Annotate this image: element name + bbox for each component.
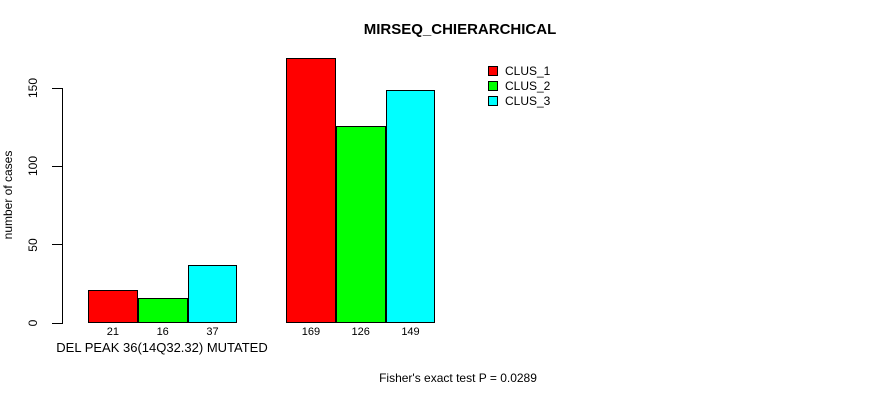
legend-item-clus-2: CLUS_2 bbox=[488, 79, 551, 93]
legend-swatch-clus-3 bbox=[488, 96, 498, 106]
legend-item-clus-3: CLUS_3 bbox=[488, 94, 551, 108]
y-tick-label-0: 0 bbox=[26, 319, 40, 327]
bar-clus_1-group-2 bbox=[286, 58, 336, 323]
legend-swatch-clus-1 bbox=[488, 66, 498, 76]
bar-value-label-clus_1-group-1: 21 bbox=[106, 326, 120, 338]
bar-value-label-clus_2-group-1: 16 bbox=[156, 326, 169, 338]
y-axis-line bbox=[62, 88, 63, 324]
legend-item-clus-1: CLUS_1 bbox=[488, 64, 551, 78]
y-tick-label-100: 100 bbox=[26, 156, 40, 177]
legend-swatch-clus-2 bbox=[488, 81, 498, 91]
bar-clus_1-group-1 bbox=[88, 290, 138, 323]
y-axis-title: number of cases bbox=[1, 150, 15, 240]
legend: CLUS_1 CLUS_2 CLUS_3 bbox=[488, 64, 551, 111]
chart-title: MIRSEQ_CHIERARCHICAL bbox=[363, 21, 557, 38]
y-tick-label-150: 150 bbox=[26, 77, 40, 99]
bar-clus_2-group-2 bbox=[335, 125, 386, 323]
bar-value-label-clus_2-group-2: 126 bbox=[351, 326, 370, 338]
bar-value-label-clus_3-group-2: 149 bbox=[401, 326, 420, 338]
legend-label-clus-3: CLUS_3 bbox=[505, 94, 551, 108]
bar-value-label-clus_1-group-2: 169 bbox=[301, 326, 321, 338]
y-tick-label-50: 50 bbox=[26, 237, 40, 252]
legend-label-clus-1: CLUS_1 bbox=[505, 64, 551, 78]
legend-label-clus-2: CLUS_2 bbox=[505, 79, 551, 93]
y-tick-mark-50 bbox=[52, 244, 62, 246]
bar-clus_2-group-1 bbox=[137, 297, 188, 323]
y-tick-mark-150 bbox=[52, 87, 62, 89]
bar-value-label-clus_3-group-1: 37 bbox=[206, 326, 219, 338]
x-axis-title: DEL PEAK 36(14Q32.32) MUTATED bbox=[56, 340, 268, 355]
y-tick-mark-0 bbox=[52, 322, 62, 324]
bar-clus_3-group-1 bbox=[187, 265, 238, 323]
fisher-test-footnote: Fisher's exact test P = 0.0289 bbox=[379, 371, 537, 385]
y-tick-mark-100 bbox=[52, 165, 62, 167]
bar-clus_3-group-2 bbox=[385, 89, 436, 323]
